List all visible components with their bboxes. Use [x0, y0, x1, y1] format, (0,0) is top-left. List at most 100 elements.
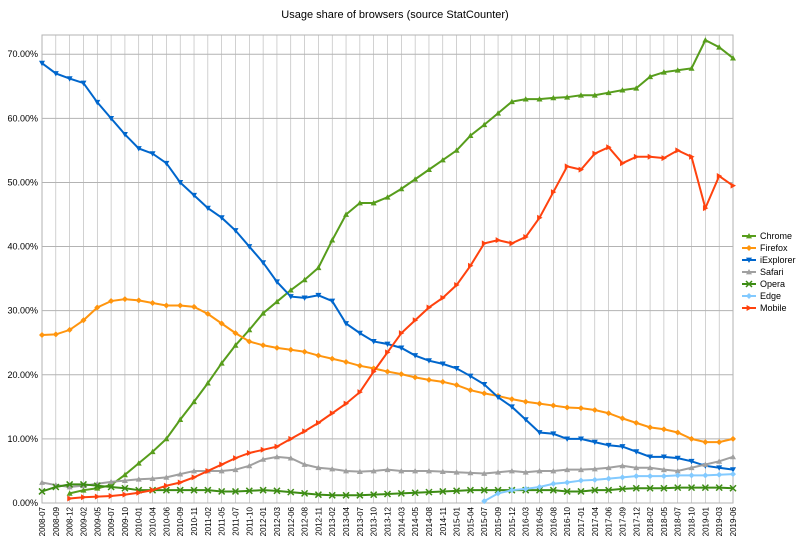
- marker: [233, 455, 239, 462]
- marker: [550, 189, 557, 196]
- marker: [522, 398, 529, 405]
- marker: [716, 465, 723, 471]
- marker: [688, 484, 696, 492]
- marker: [412, 374, 419, 381]
- marker: [675, 147, 681, 154]
- legend-marker: [746, 293, 752, 299]
- marker: [674, 455, 681, 462]
- marker: [439, 378, 446, 385]
- marker: [177, 471, 184, 477]
- marker: [661, 155, 667, 162]
- marker: [689, 153, 695, 160]
- legend-label: Firefox: [760, 243, 788, 253]
- marker: [398, 467, 405, 474]
- marker: [591, 439, 598, 446]
- marker: [191, 303, 198, 310]
- marker: [412, 353, 419, 359]
- marker: [522, 485, 529, 492]
- legend-label: iExplorer: [760, 255, 796, 265]
- marker: [620, 160, 626, 167]
- y-tick-label: 10.00%: [7, 434, 38, 444]
- x-tick-label: 2009-07: [107, 506, 116, 536]
- marker: [356, 491, 364, 499]
- marker: [384, 368, 391, 375]
- marker: [522, 96, 529, 102]
- marker: [508, 487, 515, 494]
- marker: [66, 480, 74, 488]
- marker: [467, 132, 474, 139]
- marker: [412, 317, 419, 324]
- marker: [453, 365, 460, 372]
- marker: [108, 115, 115, 122]
- marker: [647, 464, 654, 471]
- marker: [149, 151, 156, 157]
- marker: [191, 398, 198, 405]
- marker: [108, 492, 115, 499]
- x-tick-label: 2015-07: [480, 506, 489, 536]
- marker: [245, 487, 253, 495]
- marker: [149, 448, 156, 455]
- marker: [412, 176, 419, 182]
- y-tick-label: 20.00%: [7, 370, 38, 380]
- marker: [177, 180, 184, 186]
- x-tick-label: 2012-08: [301, 506, 310, 536]
- x-tick-label: 2017-09: [618, 506, 627, 536]
- marker: [52, 483, 60, 491]
- marker: [536, 400, 543, 407]
- marker: [315, 352, 322, 359]
- x-tick-label: 2018-05: [660, 506, 669, 536]
- marker: [260, 456, 267, 462]
- marker: [66, 483, 73, 490]
- marker: [357, 389, 363, 396]
- marker: [550, 431, 557, 437]
- marker: [453, 147, 460, 153]
- marker: [288, 435, 294, 442]
- marker: [481, 381, 488, 388]
- marker: [39, 332, 45, 339]
- marker: [688, 458, 695, 465]
- marker: [647, 473, 654, 480]
- marker: [163, 435, 170, 442]
- marker: [383, 490, 392, 498]
- marker: [550, 94, 557, 101]
- marker: [149, 475, 156, 482]
- x-tick-label: 2013-04: [342, 506, 351, 536]
- marker: [218, 487, 226, 495]
- marker: [605, 442, 612, 449]
- marker: [329, 466, 336, 472]
- marker: [702, 439, 709, 446]
- marker: [94, 304, 101, 311]
- marker: [605, 410, 612, 417]
- marker: [564, 94, 571, 100]
- marker: [563, 487, 571, 495]
- x-tick-label: 2012-01: [259, 506, 268, 536]
- marker: [730, 182, 736, 189]
- x-tick-label: 2012-03: [273, 506, 282, 536]
- marker: [633, 449, 640, 455]
- x-tick-label: 2013-07: [356, 506, 365, 536]
- marker: [730, 453, 736, 460]
- y-tick-label: 60.00%: [7, 113, 38, 123]
- x-tick-label: 2013-12: [384, 506, 393, 536]
- marker: [495, 469, 502, 475]
- x-tick-label: 2015-12: [508, 506, 517, 536]
- marker: [522, 469, 529, 475]
- marker: [177, 479, 184, 486]
- marker: [660, 466, 667, 473]
- marker: [287, 346, 294, 353]
- marker: [591, 466, 598, 472]
- marker: [412, 467, 419, 474]
- legend-label: Chrome: [760, 231, 792, 241]
- marker: [577, 487, 585, 495]
- marker: [495, 490, 502, 497]
- marker: [660, 473, 667, 480]
- marker: [94, 493, 101, 500]
- marker: [80, 80, 87, 87]
- marker: [273, 344, 280, 351]
- marker: [467, 387, 474, 394]
- marker: [163, 474, 170, 480]
- marker: [371, 368, 377, 375]
- marker: [481, 390, 488, 397]
- marker: [536, 96, 543, 102]
